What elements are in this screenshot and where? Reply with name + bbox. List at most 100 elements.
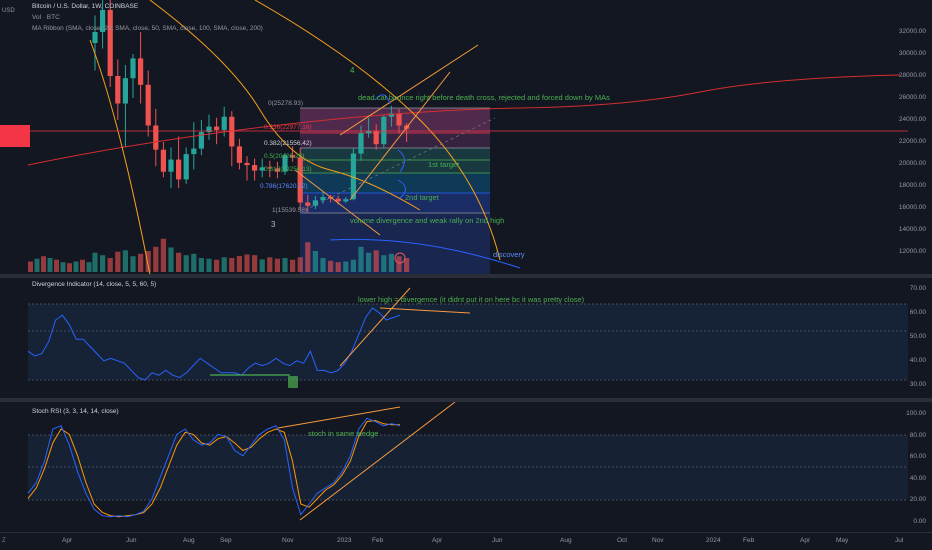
time-tick: Aug bbox=[560, 537, 572, 544]
candle-body bbox=[236, 146, 242, 163]
time-tick: Jun bbox=[126, 537, 137, 544]
ma-ribbon-label[interactable]: MA Ribbon (SMA, close, 20, SMA, close, 5… bbox=[32, 25, 263, 32]
volume-bar bbox=[358, 246, 364, 272]
volume-bar bbox=[34, 258, 40, 272]
fib-0236: 0.236(22977.16) bbox=[264, 124, 312, 131]
volume-bar bbox=[198, 258, 204, 272]
volume-bar bbox=[47, 258, 53, 272]
volume-bar bbox=[305, 242, 311, 272]
volume-bar bbox=[67, 263, 72, 272]
candle-body bbox=[290, 155, 296, 158]
symbol-title[interactable]: Bitcoin / U.S. Dollar, 1W, COINBASE bbox=[32, 3, 139, 10]
volume-bar bbox=[297, 257, 303, 272]
stoch-rsi-chart[interactable] bbox=[0, 402, 932, 534]
volume-indicator-label[interactable]: Vol · BTC bbox=[32, 14, 60, 21]
divergence-tick: 30.00 bbox=[909, 381, 926, 388]
volume-bar bbox=[290, 259, 296, 272]
fib-0382: 0.382(21556.42) bbox=[264, 140, 312, 147]
first-target-note: 1st target bbox=[428, 160, 460, 169]
volume-bar bbox=[107, 258, 113, 272]
candle-body bbox=[206, 126, 212, 133]
current-price-tag bbox=[0, 125, 30, 147]
fib-zone-red bbox=[300, 108, 490, 133]
fib-lines bbox=[300, 107, 490, 214]
stoch-tick: 60.00 bbox=[909, 453, 926, 460]
trend-line-down bbox=[294, 169, 381, 236]
candle-body bbox=[214, 126, 220, 130]
stoch-title[interactable]: Stoch RSI (3, 3, 14, 14, close) bbox=[32, 408, 119, 415]
time-tick: Feb bbox=[372, 537, 384, 544]
candle-body bbox=[259, 167, 265, 171]
candle-body bbox=[312, 200, 318, 206]
discovery-arc bbox=[329, 238, 521, 269]
price-chart[interactable] bbox=[0, 0, 932, 275]
price-tick: 14000.00 bbox=[898, 226, 926, 233]
volume-bar bbox=[130, 256, 136, 272]
candle-body bbox=[297, 157, 303, 203]
volume-bar bbox=[221, 257, 227, 272]
candle-body bbox=[350, 153, 356, 200]
price-tick: 24000.00 bbox=[898, 116, 926, 123]
candle-body bbox=[198, 132, 204, 149]
volume-bar bbox=[92, 252, 98, 272]
circle-annot-2nd bbox=[397, 179, 406, 199]
price-tick: 26000.00 bbox=[898, 94, 926, 101]
volume-bar bbox=[328, 260, 334, 272]
ma200-line bbox=[27, 74, 901, 166]
candle-body bbox=[122, 78, 128, 104]
volume-bar bbox=[86, 262, 92, 272]
discovery-note: discovery bbox=[493, 250, 525, 259]
divergence-chart[interactable] bbox=[0, 278, 932, 398]
fib-1: 1(15539.58) bbox=[272, 207, 308, 214]
fib-05: 0.5(20406.28) bbox=[264, 153, 305, 160]
stoch-tick: 100.00 bbox=[906, 410, 926, 417]
fib-zone-teal bbox=[300, 173, 490, 193]
circle-annot-1st bbox=[397, 149, 405, 173]
trend-line-upper bbox=[339, 44, 479, 136]
fib-0618: 0.618(19256.13) bbox=[264, 166, 312, 173]
candle-body bbox=[145, 84, 151, 126]
wave-3-label: 3 bbox=[271, 220, 276, 229]
volume-bar bbox=[388, 253, 394, 272]
volume-bar bbox=[404, 258, 410, 272]
candle-body bbox=[358, 133, 364, 154]
candle-body bbox=[343, 199, 349, 202]
volume-bar bbox=[312, 251, 318, 272]
time-axis-separator bbox=[0, 532, 932, 533]
volume-divergence-note: volume divergence and weak rally on 2nd … bbox=[350, 216, 505, 225]
candle-body bbox=[183, 154, 189, 180]
time-tick: Aug bbox=[183, 537, 195, 544]
candle-body bbox=[396, 113, 402, 126]
price-tick: 30000.00 bbox=[898, 50, 926, 57]
volume-bar bbox=[73, 261, 79, 272]
volume-bar bbox=[259, 259, 265, 272]
candle-body bbox=[373, 131, 379, 145]
volume-bar bbox=[168, 247, 174, 272]
divergence-title[interactable]: Divergence Indicator (14, close, 5, 5, 6… bbox=[32, 281, 157, 288]
candle-body bbox=[244, 162, 250, 166]
volume-bar bbox=[381, 255, 387, 272]
candle-body bbox=[138, 58, 144, 85]
projection-dashed bbox=[304, 117, 496, 211]
price-tick: 16000.00 bbox=[898, 204, 926, 211]
timezone-icon[interactable]: Z bbox=[2, 538, 6, 544]
candle-body bbox=[100, 10, 106, 32]
candle-body bbox=[229, 116, 235, 147]
volume-bar bbox=[206, 258, 212, 272]
volume-bar bbox=[343, 261, 349, 272]
divergence-tick: 60.00 bbox=[909, 309, 926, 316]
fib-zone-green bbox=[300, 148, 490, 173]
volume-bar bbox=[282, 258, 288, 272]
pane-separator-2[interactable] bbox=[0, 398, 932, 402]
lower-high-note: lower high = divergence (it didnt put it… bbox=[358, 295, 585, 304]
candle-body bbox=[320, 197, 326, 201]
volume-bar bbox=[80, 259, 85, 272]
pane-separator-1[interactable] bbox=[0, 274, 932, 278]
ma-ribbon-line-1 bbox=[254, 0, 501, 261]
time-tick: Sep bbox=[220, 537, 232, 544]
candle-body bbox=[168, 159, 174, 172]
divergence-tick: 40.00 bbox=[909, 357, 926, 364]
volume-circle bbox=[394, 252, 406, 264]
time-tick: 2024 bbox=[706, 537, 721, 544]
volume-bar bbox=[191, 253, 197, 272]
